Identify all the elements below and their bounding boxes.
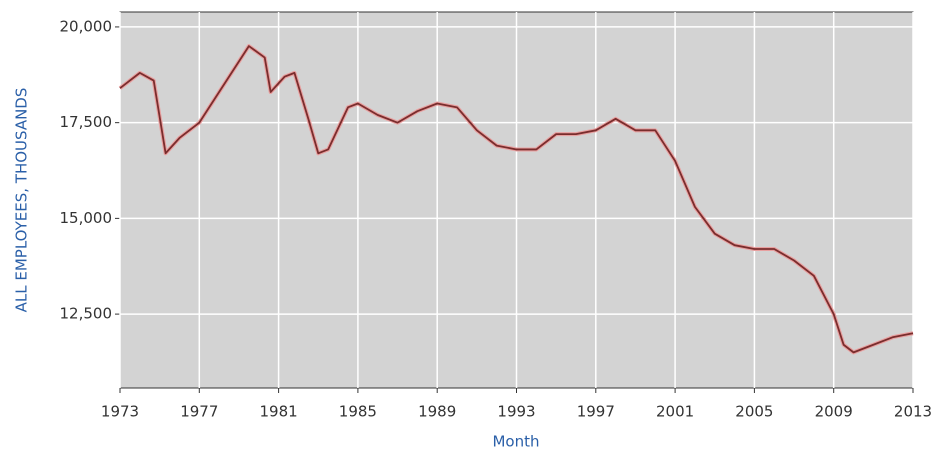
x-tick-label: 1973 [101, 403, 139, 421]
x-tick-label: 2013 [894, 403, 932, 421]
x-tick-label: 1985 [339, 403, 377, 421]
x-tick-label: 1997 [577, 403, 615, 421]
x-tick-label: 1989 [418, 403, 456, 421]
x-tick-label: 1993 [497, 403, 535, 421]
y-tick-label: 12,500 [60, 305, 113, 323]
y-tick-label: 17,500 [60, 113, 113, 131]
x-tick-label: 1981 [260, 403, 298, 421]
data-line [119, 45, 914, 354]
x-tick-label: 2005 [735, 403, 773, 421]
x-axis-title: Month [492, 433, 539, 451]
x-tick-label: 1977 [180, 403, 218, 421]
x-tick-label: 2009 [815, 403, 853, 421]
y-axis-title: ALL EMPLOYEES, THOUSANDS [13, 88, 31, 313]
y-tick-label: 15,000 [60, 209, 113, 227]
x-tick-label: 2001 [656, 403, 694, 421]
y-tick-label: 20,000 [60, 17, 113, 35]
